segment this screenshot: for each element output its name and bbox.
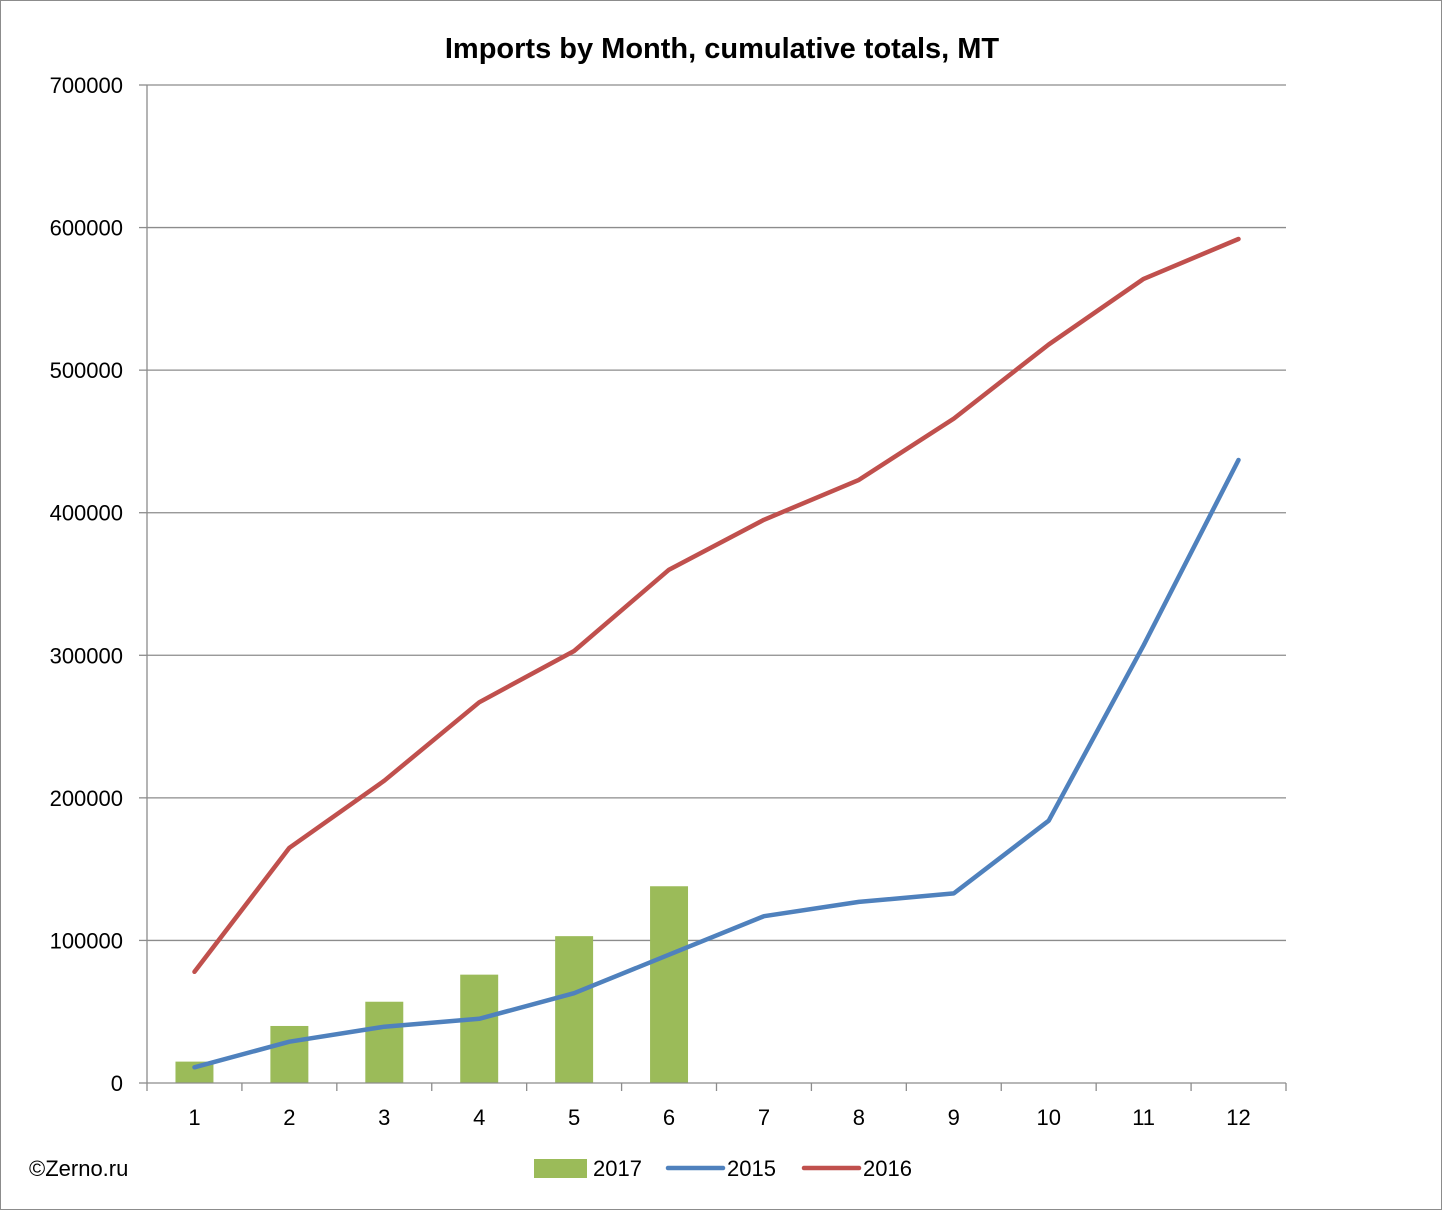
bar-2017-5 (555, 936, 593, 1083)
xtick-label-6: 6 (663, 1105, 675, 1130)
ytick-label-600000: 600000 (50, 216, 123, 241)
xtick-label-4: 4 (473, 1105, 485, 1130)
legend-label-2017: 2017 (593, 1156, 642, 1181)
xtick-label-2: 2 (283, 1105, 295, 1130)
chart-title: Imports by Month, cumulative totals, MT (445, 33, 1000, 65)
ytick-label-0: 0 (111, 1071, 123, 1096)
xtick-label-10: 10 (1036, 1105, 1060, 1130)
series-lines (194, 239, 1238, 1068)
ytick-label-100000: 100000 (50, 928, 123, 953)
bar-2017-6 (650, 886, 688, 1083)
ytick-label-300000: 300000 (50, 643, 123, 668)
legend-label-2015: 2015 (727, 1156, 776, 1181)
line-series-2016 (195, 239, 1239, 972)
legend-swatch-2017 (534, 1159, 587, 1178)
gridlines (147, 85, 1286, 940)
ytick-label-500000: 500000 (50, 358, 123, 383)
xtick-label-7: 7 (758, 1105, 770, 1130)
ytick-label-400000: 400000 (50, 501, 123, 526)
bar-2017-3 (365, 1002, 403, 1083)
legend-label-2016: 2016 (863, 1156, 912, 1181)
xtick-label-11: 11 (1132, 1105, 1155, 1130)
credit-text: ©Zerno.ru (29, 1156, 128, 1181)
xtick-label-5: 5 (568, 1105, 580, 1130)
xtick-label-1: 1 (188, 1105, 200, 1130)
ytick-label-200000: 200000 (50, 786, 123, 811)
legend: 2017 2015 2016 (534, 1156, 912, 1181)
bar-2017-4 (460, 975, 498, 1083)
xtick-label-8: 8 (853, 1105, 865, 1130)
xtick-label-9: 9 (948, 1105, 960, 1130)
xtick-label-12: 12 (1226, 1105, 1250, 1130)
line-series-2015 (195, 460, 1239, 1067)
ytick-label-700000: 700000 (50, 73, 123, 98)
xtick-label-3: 3 (378, 1105, 390, 1130)
bar-2017-2 (270, 1026, 308, 1083)
